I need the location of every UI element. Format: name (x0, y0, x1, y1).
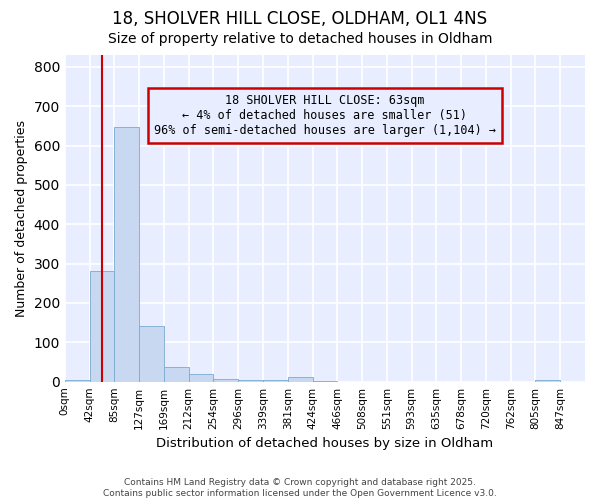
Bar (188, 374, 214, 382)
Bar (164, 367, 188, 382)
Bar (535, 380, 560, 382)
Text: Size of property relative to detached houses in Oldham: Size of property relative to detached ho… (108, 32, 492, 46)
Bar (139, 326, 164, 382)
Text: 18, SHOLVER HILL CLOSE, OLDHAM, OL1 4NS: 18, SHOLVER HILL CLOSE, OLDHAM, OL1 4NS (112, 10, 488, 28)
Bar (115, 126, 139, 382)
Bar (214, 378, 238, 382)
Text: Contains HM Land Registry data © Crown copyright and database right 2025.
Contai: Contains HM Land Registry data © Crown c… (103, 478, 497, 498)
Bar (263, 380, 288, 382)
Text: 18 SHOLVER HILL CLOSE: 63sqm
← 4% of detached houses are smaller (51)
96% of sem: 18 SHOLVER HILL CLOSE: 63sqm ← 4% of det… (154, 94, 496, 137)
X-axis label: Distribution of detached houses by size in Oldham: Distribution of detached houses by size … (157, 437, 493, 450)
Bar (288, 376, 313, 382)
Bar (65, 380, 89, 382)
Bar (238, 380, 263, 382)
Bar (89, 272, 115, 382)
Y-axis label: Number of detached properties: Number of detached properties (15, 120, 28, 317)
